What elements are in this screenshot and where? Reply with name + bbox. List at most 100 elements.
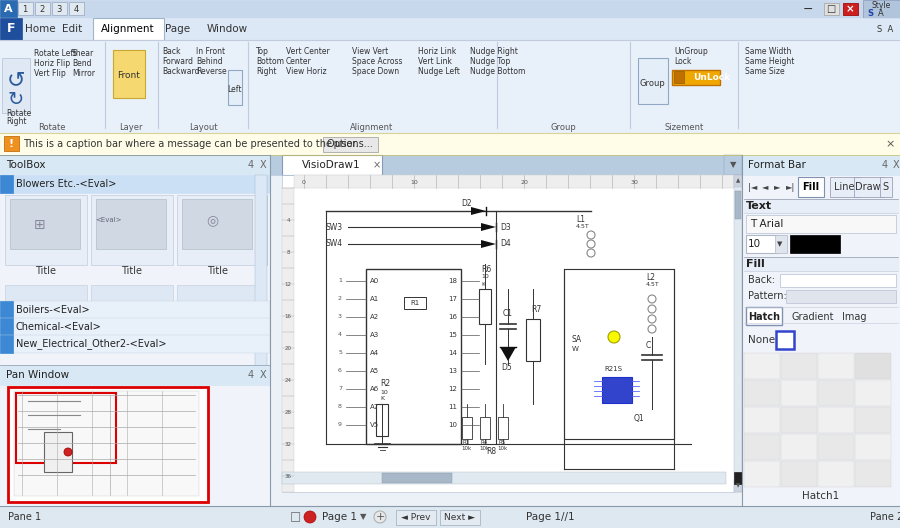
Text: ►: ► (774, 183, 780, 192)
Bar (2, 58, 30, 113)
Bar (843, 3, 858, 15)
Text: |◄: |◄ (748, 183, 758, 192)
Bar (69, 2, 84, 15)
Bar (0, 318, 13, 336)
Text: 4: 4 (248, 370, 254, 380)
Bar (744, 257, 898, 271)
Text: +: + (375, 512, 384, 522)
Bar (724, 155, 742, 175)
Bar (255, 195, 267, 265)
Text: Group: Group (550, 124, 576, 133)
Text: ×: × (846, 4, 854, 14)
Text: 4: 4 (74, 5, 78, 14)
Text: Title: Title (208, 266, 229, 276)
Text: SA: SA (572, 335, 582, 344)
Bar (404, 297, 426, 309)
Text: T Arial: T Arial (750, 219, 783, 229)
Text: Front: Front (118, 71, 140, 80)
Text: ×: × (373, 160, 381, 170)
Text: Format Bar: Format Bar (748, 160, 806, 170)
Text: Page 1: Page 1 (322, 512, 357, 522)
Bar (818, 434, 854, 460)
Bar (781, 434, 817, 460)
Bar (744, 461, 780, 487)
Bar (440, 510, 480, 525)
Text: 16: 16 (448, 314, 457, 320)
Text: Group: Group (639, 79, 665, 88)
Text: A5: A5 (370, 368, 379, 374)
Bar (376, 404, 388, 436)
Text: Rotate Left: Rotate Left (34, 50, 76, 59)
Text: R6: R6 (481, 265, 491, 274)
Bar (734, 175, 742, 187)
Text: R8: R8 (486, 448, 496, 457)
Text: A3: A3 (370, 332, 379, 338)
Text: SW4: SW4 (326, 240, 343, 249)
Text: 1: 1 (22, 5, 28, 14)
Bar (282, 188, 294, 492)
Text: Pan Window: Pan Window (6, 370, 69, 380)
Bar (177, 285, 259, 305)
Text: Nudge Top: Nudge Top (470, 58, 510, 67)
Text: Vert Flip: Vert Flip (34, 70, 66, 79)
Bar (786, 290, 896, 303)
Text: D5: D5 (501, 363, 512, 372)
Bar (44, 432, 72, 472)
Text: Gradient: Gradient (792, 312, 834, 322)
Bar (0, 133, 900, 155)
Text: 4: 4 (248, 160, 254, 170)
Bar (0, 301, 270, 319)
Text: L2: L2 (646, 272, 655, 281)
Bar (462, 417, 472, 439)
Bar (0, 506, 900, 528)
Text: 8: 8 (286, 250, 290, 254)
Bar (113, 50, 145, 98)
Text: Text: Text (746, 201, 772, 211)
Bar (0, 175, 270, 193)
Bar (0, 155, 270, 506)
Text: Pane 2: Pane 2 (870, 512, 900, 522)
Text: Vert Center: Vert Center (286, 48, 329, 56)
Bar (16, 393, 116, 463)
Text: Back:: Back: (748, 275, 775, 285)
Text: Window: Window (207, 24, 248, 34)
Text: A6: A6 (370, 386, 379, 392)
Circle shape (304, 511, 316, 523)
Text: 10: 10 (747, 239, 760, 249)
Text: Q1: Q1 (634, 414, 644, 423)
Text: L1: L1 (576, 214, 585, 223)
Text: Mirror: Mirror (72, 70, 95, 79)
Text: 18: 18 (448, 278, 457, 284)
Bar (480, 417, 490, 439)
Text: −: − (803, 3, 814, 15)
Text: 10: 10 (380, 390, 388, 394)
Text: 20: 20 (284, 345, 292, 351)
Text: ◄: ◄ (762, 183, 769, 192)
Bar (0, 18, 22, 40)
Text: Alignment: Alignment (101, 24, 154, 34)
Text: 30: 30 (630, 180, 638, 184)
Text: 12: 12 (448, 386, 457, 392)
Text: R2: R2 (380, 380, 390, 389)
Bar (746, 215, 896, 233)
Bar (282, 155, 382, 175)
Text: A: A (878, 8, 884, 17)
Bar (776, 331, 794, 349)
Text: ↺: ↺ (6, 70, 25, 90)
Text: <Eval>: <Eval> (95, 217, 122, 223)
Bar (734, 480, 742, 492)
Bar (742, 155, 900, 175)
Text: Home: Home (25, 24, 56, 34)
Bar (781, 353, 817, 379)
Text: 17: 17 (448, 296, 457, 302)
Text: Right: Right (6, 117, 26, 126)
Text: ↻: ↻ (8, 90, 24, 109)
Bar (10, 199, 80, 249)
Text: S: S (882, 182, 888, 192)
Bar (0, 335, 270, 353)
Text: UnGroup: UnGroup (674, 48, 707, 56)
Text: Center: Center (286, 58, 311, 67)
Bar (744, 434, 780, 460)
Bar (855, 407, 891, 433)
Bar (818, 407, 854, 433)
